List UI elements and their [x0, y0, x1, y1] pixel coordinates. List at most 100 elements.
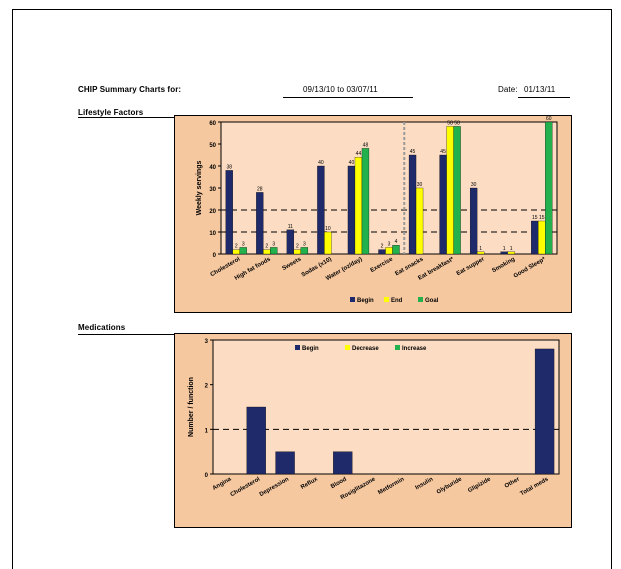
category-label: Insulin — [414, 476, 434, 491]
bar-begin — [500, 251, 508, 255]
bar-goal — [392, 245, 400, 255]
data-label: 15 — [532, 215, 538, 221]
data-label: 58 — [454, 120, 460, 126]
category-label: Glipizide — [467, 476, 492, 494]
category-label: Reflux — [300, 476, 319, 491]
date-underline — [518, 97, 570, 98]
bar-begin — [534, 348, 555, 475]
category-label: Total meds — [520, 476, 551, 497]
bar-begin — [317, 165, 325, 255]
legend-swatch-end — [384, 297, 389, 302]
data-label: 30 — [417, 182, 423, 188]
plot-area — [212, 339, 560, 475]
report-title: CHIP Summary Charts for: — [78, 85, 182, 94]
date-range-underline — [283, 97, 413, 98]
y-tick-label: 0 — [205, 473, 209, 479]
bar-end — [538, 220, 546, 255]
bar-end — [507, 251, 515, 255]
category-label: Depression — [259, 476, 291, 498]
y-tick-label: 0 — [213, 253, 217, 259]
bar-goal — [270, 247, 278, 255]
data-label: 60 — [546, 116, 552, 122]
bar-end — [476, 251, 485, 255]
section-lifestyle-underline — [78, 117, 175, 118]
bar-begin — [347, 165, 356, 255]
data-label: 45 — [440, 149, 446, 155]
category-label: Metformin — [377, 476, 405, 496]
legend-label: Begin — [357, 298, 374, 304]
data-label: 38 — [226, 164, 232, 170]
bar-end — [385, 247, 393, 255]
legend-label: Goal — [425, 298, 439, 304]
y-tick-label: 60 — [209, 121, 216, 127]
bar-begin — [286, 229, 295, 255]
bar-end — [324, 231, 332, 255]
data-label: 1 — [479, 246, 482, 252]
category-label: Sweets — [281, 256, 302, 272]
bar-goal — [361, 148, 370, 255]
legend-label: Begin — [302, 346, 319, 352]
bar-goal — [453, 126, 461, 255]
data-label: 15 — [539, 215, 545, 221]
legend-swatch-decrease — [345, 345, 350, 350]
data-label: 3 — [303, 241, 306, 247]
date-label: Date: — [498, 85, 518, 94]
legend-label: Decrease — [352, 346, 379, 352]
y-tick-label: 20 — [209, 209, 216, 215]
data-label: 2 — [235, 244, 238, 250]
section-lifestyle: Lifestyle Factors — [78, 108, 144, 117]
category-label: Blood — [330, 476, 348, 490]
data-label: 3 — [272, 241, 275, 247]
bar-end — [415, 187, 424, 255]
bar-end — [446, 126, 454, 255]
bar-begin — [408, 154, 417, 255]
data-label: 48 — [363, 142, 369, 148]
category-label: Cholesterol — [230, 476, 262, 498]
page-frame — [12, 9, 612, 569]
bar-goal — [239, 247, 247, 255]
data-label: 40 — [349, 160, 355, 166]
data-label: 2 — [265, 244, 268, 250]
bar-begin — [333, 451, 353, 475]
data-label: 4 — [395, 239, 398, 245]
data-label: 44 — [356, 151, 362, 157]
data-label: 40 — [318, 160, 324, 166]
y-tick-label: 3 — [205, 339, 209, 345]
bar-end — [232, 249, 240, 255]
bar-goal — [545, 121, 553, 255]
legend-label: Increase — [402, 346, 427, 352]
data-label: 45 — [410, 149, 416, 155]
bar-begin — [469, 187, 478, 255]
category-label: Eat supper — [456, 256, 486, 277]
bar-begin — [531, 220, 539, 255]
legend-swatch-increase — [395, 345, 400, 350]
y-axis-label: Number / function — [188, 377, 195, 437]
plot-area — [220, 121, 558, 255]
date-range: 09/13/10 to 03/07/11 — [303, 85, 378, 94]
bar-begin — [439, 154, 447, 255]
data-label: 30 — [471, 182, 477, 188]
bar-goal — [300, 247, 309, 255]
category-label: Glyburide — [436, 476, 464, 496]
bar-begin — [378, 249, 386, 255]
data-label: 3 — [242, 241, 245, 247]
section-medications: Medications — [78, 323, 126, 332]
y-tick-label: 2 — [205, 384, 209, 390]
data-label: 1 — [510, 246, 513, 252]
bar-begin — [256, 192, 264, 255]
bar-begin — [275, 451, 295, 475]
data-label: 2 — [381, 244, 384, 250]
y-tick-label: 1 — [205, 428, 209, 434]
category-label: Good Sleep* — [513, 256, 547, 279]
bar-end — [354, 157, 363, 255]
data-label: 58 — [447, 120, 453, 126]
y-tick-label: 40 — [209, 165, 216, 171]
bar-begin — [225, 170, 233, 255]
bar-end — [293, 249, 302, 255]
legend-swatch-begin — [295, 345, 300, 350]
data-label: 3 — [388, 241, 391, 247]
data-label: 10 — [325, 226, 331, 232]
medications-chart-panel: 0 1 2 3 Number / function Angina Cholesterol De… — [174, 333, 572, 528]
